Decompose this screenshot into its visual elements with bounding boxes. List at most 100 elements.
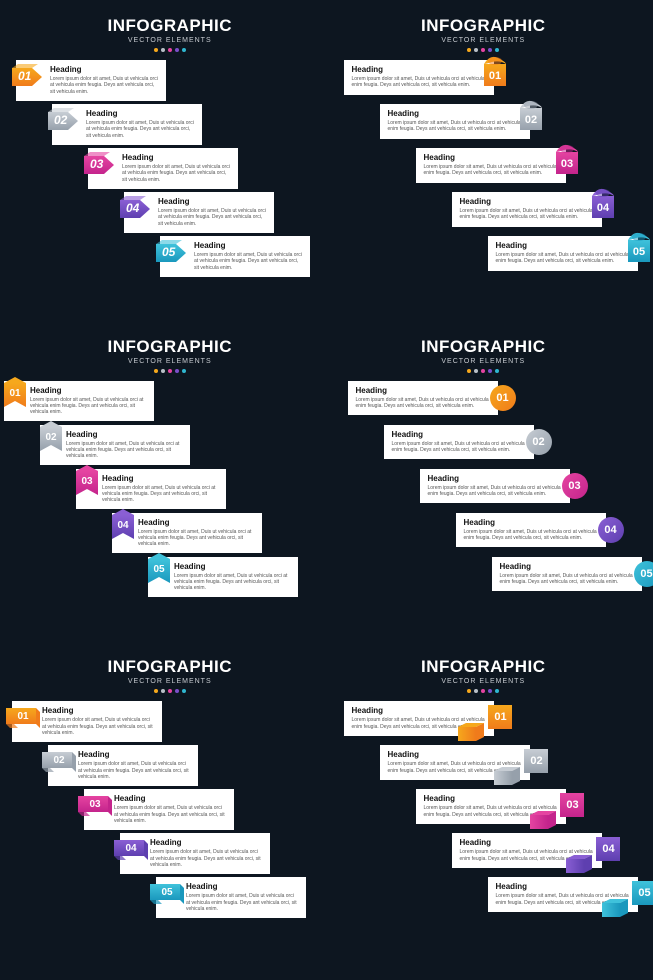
item-body: Lorem ipsum dolor sit amet, Duis ut vehi… (86, 120, 194, 139)
infographic-item: HeadingLorem ipsum dolor sit amet, Duis … (488, 236, 638, 271)
infographic-item: HeadingLorem ipsum dolor sit amet, Duis … (40, 425, 190, 466)
dot (467, 369, 471, 373)
infographic-item: HeadingLorem ipsum dolor sit amet, Duis … (156, 877, 306, 918)
item-body: Lorem ipsum dolor sit amet, Duis ut vehi… (424, 164, 558, 177)
dot (474, 369, 478, 373)
panel-subtitle: VECTOR ELEMENTS (441, 358, 525, 365)
dot (488, 689, 492, 693)
panel-subtitle: VECTOR ELEMENTS (128, 358, 212, 365)
dot-row (154, 689, 186, 693)
item-heading: Heading (174, 562, 290, 571)
dot (495, 369, 499, 373)
infographic-item: Heading Lorem ipsum dolor sit amet, Duis … (148, 557, 298, 598)
item-heading: Heading (122, 153, 230, 162)
item-card: HeadingLorem ipsum dolor sit amet, Duis … (112, 513, 262, 554)
item-body: Lorem ipsum dolor sit amet, Duis ut vehi… (388, 120, 522, 133)
item-heading: Heading (86, 109, 194, 118)
items-container: Heading Lorem ipsum dolor sit amet, Duis … (16, 381, 324, 648)
panel-subtitle: VECTOR ELEMENTS (441, 37, 525, 44)
infographic-item: HeadingLorem ipsum dolor sit amet, Duis … (160, 236, 310, 277)
dot-row (154, 48, 186, 52)
item-card: Heading Lorem ipsum dolor sit amet, Duis … (148, 557, 298, 598)
item-body: Lorem ipsum dolor sit amet, Duis ut vehi… (352, 76, 486, 89)
svg-text:04: 04 (596, 202, 609, 214)
item-card: HeadingLorem ipsum dolor sit amet, Duis … (420, 469, 570, 504)
badge-square: 01 (486, 703, 516, 733)
item-heading: Heading (150, 838, 262, 847)
item-card: Heading Lorem ipsum dolor sit amet, Duis … (380, 104, 530, 139)
panel-title: INFOGRAPHIC (421, 337, 546, 357)
item-body: Lorem ipsum dolor sit amet, Duis ut vehi… (392, 441, 526, 454)
dot (154, 689, 158, 693)
badge-square: 05 (630, 879, 653, 909)
item-heading: Heading (392, 430, 526, 439)
badge-square: 04 (594, 835, 624, 865)
svg-text:05: 05 (632, 246, 644, 258)
item-heading: Heading (500, 562, 634, 571)
item-heading: Heading (464, 518, 598, 527)
badge-ribbon: 04 (114, 840, 148, 860)
item-heading: Heading (352, 706, 486, 715)
dot (474, 48, 478, 52)
dot (182, 369, 186, 373)
item-heading: Heading (388, 109, 522, 118)
infographic-item: HeadingLorem ipsum dolor sit amet, Duis … (16, 60, 166, 101)
item-heading: Heading (158, 197, 266, 206)
panel-4: INFOGRAPHICVECTOR ELEMENTS Heading Lorem i… (330, 333, 638, 648)
panel-2: INFOGRAPHICVECTOR ELEMENTSHeadingLorem i… (330, 12, 638, 327)
items-container: Heading Lorem ipsum dolor sit amet, Duis … (330, 381, 638, 648)
item-heading: Heading (194, 241, 302, 250)
item-body: Lorem ipsum dolor sit amet, Duis ut vehi… (174, 573, 290, 592)
dot (467, 48, 471, 52)
badge-cube-accent (602, 899, 628, 917)
item-card: Heading Lorem ipsum dolor sit amet, Duis … (384, 425, 534, 460)
item-body: Lorem ipsum dolor sit amet, Duis ut vehi… (78, 761, 190, 780)
badge-roll: 02 (520, 100, 542, 130)
infographic-item: HeadingLorem ipsum dolor sit amet, Duis … (88, 148, 238, 189)
infographic-item: HeadingLorem ipsum dolor sit amet, Duis … (452, 833, 602, 868)
badge-square: 03 (558, 791, 588, 821)
item-heading: Heading (78, 750, 190, 759)
item-body: Lorem ipsum dolor sit amet, Duis ut vehi… (158, 208, 266, 227)
item-heading: Heading (496, 241, 630, 250)
item-card: HeadingLorem ipsum dolor sit amet, Duis … (76, 469, 226, 510)
item-body: Lorem ipsum dolor sit amet, Duis ut vehi… (138, 529, 254, 548)
item-body: Lorem ipsum dolor sit amet, Duis ut vehi… (460, 208, 594, 221)
item-card: HeadingLorem ipsum dolor sit amet, Duis … (492, 557, 642, 592)
badge-cube-accent (566, 855, 592, 873)
panel-5: INFOGRAPHICVECTOR ELEMENTSHeadingLorem i… (16, 653, 324, 968)
panel-title: INFOGRAPHIC (421, 657, 546, 677)
dot (488, 369, 492, 373)
infographic-item: HeadingLorem ipsum dolor sit amet, Duis … (416, 789, 566, 824)
dot (481, 48, 485, 52)
item-heading: Heading (460, 197, 594, 206)
item-heading: Heading (496, 882, 630, 891)
infographic-item: HeadingLorem ipsum dolor sit amet, Duis … (120, 833, 270, 874)
badge-circle: 03 (562, 473, 588, 499)
panel-title: INFOGRAPHIC (108, 337, 233, 357)
item-card: HeadingLorem ipsum dolor sit amet, Duis … (40, 425, 190, 466)
dot (161, 48, 165, 52)
badge-hex: 03 (84, 150, 114, 180)
item-heading: Heading (30, 386, 146, 395)
infographic-item: HeadingLorem ipsum dolor sit amet, Duis … (416, 148, 566, 183)
badge-cube-accent (458, 723, 484, 741)
badge-square: 02 (522, 747, 552, 777)
badge-cube-accent (530, 811, 556, 829)
badge-arrow-tab: 01 (4, 377, 26, 407)
infographic-item: Heading Lorem ipsum dolor sit amet, Duis … (380, 104, 530, 139)
dot (175, 48, 179, 52)
badge-hex: 01 (12, 62, 42, 92)
infographic-item: HeadingLorem ipsum dolor sit amet, Duis … (492, 557, 642, 592)
item-body: Lorem ipsum dolor sit amet, Duis ut vehi… (114, 805, 226, 824)
dot (474, 689, 478, 693)
infographic-item: HeadingLorem ipsum dolor sit amet, Duis … (380, 745, 530, 780)
svg-text:03: 03 (560, 158, 572, 170)
items-container: Heading Lorem ipsum dolor sit amet, Duis … (330, 60, 638, 327)
item-heading: Heading (424, 794, 558, 803)
infographic-item: HeadingLorem ipsum dolor sit amet, Duis … (12, 701, 162, 742)
dot (495, 689, 499, 693)
badge-arrow-tab: 02 (40, 421, 62, 451)
item-body: Lorem ipsum dolor sit amet, Duis ut vehi… (464, 529, 598, 542)
dot (481, 369, 485, 373)
